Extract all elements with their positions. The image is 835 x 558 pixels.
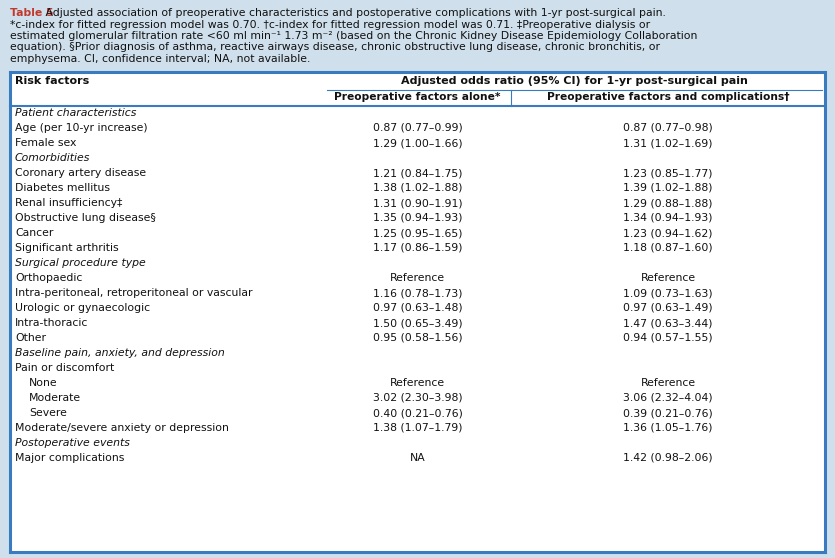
Text: Obstructive lung disease§: Obstructive lung disease§ bbox=[15, 213, 156, 223]
Text: *c-index for fitted regression model was 0.70. †c-index for fitted regression mo: *c-index for fitted regression model was… bbox=[10, 20, 650, 30]
Text: 1.29 (1.00–1.66): 1.29 (1.00–1.66) bbox=[372, 138, 463, 148]
Text: 1.17 (0.86–1.59): 1.17 (0.86–1.59) bbox=[372, 243, 463, 253]
Text: equation). §Prior diagnosis of asthma, reactive airways disease, chronic obstruc: equation). §Prior diagnosis of asthma, r… bbox=[10, 42, 660, 52]
Text: Reference: Reference bbox=[640, 273, 696, 283]
Text: Diabetes mellitus: Diabetes mellitus bbox=[15, 183, 110, 193]
Text: Comorbidities: Comorbidities bbox=[15, 153, 90, 163]
Text: 0.40 (0.21–0.76): 0.40 (0.21–0.76) bbox=[372, 408, 463, 418]
Text: 1.29 (0.88–1.88): 1.29 (0.88–1.88) bbox=[624, 198, 713, 208]
Text: Postoperative events: Postoperative events bbox=[15, 438, 130, 448]
Text: estimated glomerular filtration rate <60 ml min⁻¹ 1.73 m⁻² (based on the Chronic: estimated glomerular filtration rate <60… bbox=[10, 31, 697, 41]
Text: NA: NA bbox=[410, 453, 425, 463]
Text: Preoperative factors alone*: Preoperative factors alone* bbox=[334, 93, 501, 103]
Text: Risk factors: Risk factors bbox=[15, 75, 89, 85]
Text: Severe: Severe bbox=[29, 408, 67, 418]
Text: Adjusted association of preoperative characteristics and postoperative complicat: Adjusted association of preoperative cha… bbox=[42, 8, 665, 18]
Text: Coronary artery disease: Coronary artery disease bbox=[15, 168, 146, 178]
Text: 1.21 (0.84–1.75): 1.21 (0.84–1.75) bbox=[372, 168, 463, 178]
Text: Other: Other bbox=[15, 333, 46, 343]
Text: 1.09 (0.73–1.63): 1.09 (0.73–1.63) bbox=[623, 288, 713, 298]
Text: Female sex: Female sex bbox=[15, 138, 76, 148]
Text: Age (per 10-yr increase): Age (per 10-yr increase) bbox=[15, 123, 148, 133]
Text: 0.97 (0.63–1.48): 0.97 (0.63–1.48) bbox=[372, 303, 463, 313]
Text: 1.39 (1.02–1.88): 1.39 (1.02–1.88) bbox=[624, 183, 713, 193]
Text: 1.42 (0.98–2.06): 1.42 (0.98–2.06) bbox=[623, 453, 713, 463]
Text: Baseline pain, anxiety, and depression: Baseline pain, anxiety, and depression bbox=[15, 348, 225, 358]
Text: 1.23 (0.94–1.62): 1.23 (0.94–1.62) bbox=[624, 228, 713, 238]
Text: 1.36 (1.05–1.76): 1.36 (1.05–1.76) bbox=[624, 423, 713, 433]
Text: Intra-peritoneal, retroperitoneal or vascular: Intra-peritoneal, retroperitoneal or vas… bbox=[15, 288, 252, 298]
Text: 1.38 (1.02–1.88): 1.38 (1.02–1.88) bbox=[372, 183, 463, 193]
Text: Moderate: Moderate bbox=[29, 393, 81, 403]
Text: Reference: Reference bbox=[640, 378, 696, 388]
Text: Renal insufficiency‡: Renal insufficiency‡ bbox=[15, 198, 123, 208]
Text: Preoperative factors and complications†: Preoperative factors and complications† bbox=[547, 93, 789, 103]
Text: 0.95 (0.58–1.56): 0.95 (0.58–1.56) bbox=[372, 333, 463, 343]
Text: Pain or discomfort: Pain or discomfort bbox=[15, 363, 114, 373]
Text: Cancer: Cancer bbox=[15, 228, 53, 238]
Text: 1.31 (0.90–1.91): 1.31 (0.90–1.91) bbox=[372, 198, 463, 208]
Text: Table 5: Table 5 bbox=[10, 8, 53, 18]
Text: Urologic or gynaecologic: Urologic or gynaecologic bbox=[15, 303, 150, 313]
Text: 1.23 (0.85–1.77): 1.23 (0.85–1.77) bbox=[624, 168, 713, 178]
Text: emphysema. CI, confidence interval; NA, not available.: emphysema. CI, confidence interval; NA, … bbox=[10, 54, 311, 64]
Text: Moderate/severe anxiety or depression: Moderate/severe anxiety or depression bbox=[15, 423, 229, 433]
Text: 1.18 (0.87–1.60): 1.18 (0.87–1.60) bbox=[623, 243, 713, 253]
Text: Patient characteristics: Patient characteristics bbox=[15, 108, 136, 118]
Text: 0.39 (0.21–0.76): 0.39 (0.21–0.76) bbox=[623, 408, 713, 418]
Text: Surgical procedure type: Surgical procedure type bbox=[15, 258, 146, 268]
Text: 1.38 (1.07–1.79): 1.38 (1.07–1.79) bbox=[372, 423, 463, 433]
Text: Orthopaedic: Orthopaedic bbox=[15, 273, 83, 283]
Text: Reference: Reference bbox=[390, 378, 445, 388]
Text: 0.94 (0.57–1.55): 0.94 (0.57–1.55) bbox=[623, 333, 713, 343]
Text: 0.97 (0.63–1.49): 0.97 (0.63–1.49) bbox=[623, 303, 713, 313]
Text: 3.02 (2.30–3.98): 3.02 (2.30–3.98) bbox=[372, 393, 463, 403]
Text: 1.47 (0.63–3.44): 1.47 (0.63–3.44) bbox=[624, 318, 713, 328]
Text: 0.87 (0.77–0.99): 0.87 (0.77–0.99) bbox=[372, 123, 463, 133]
Text: 1.16 (0.78–1.73): 1.16 (0.78–1.73) bbox=[372, 288, 463, 298]
Text: Intra-thoracic: Intra-thoracic bbox=[15, 318, 89, 328]
Text: 1.31 (1.02–1.69): 1.31 (1.02–1.69) bbox=[624, 138, 713, 148]
Text: 3.06 (2.32–4.04): 3.06 (2.32–4.04) bbox=[623, 393, 713, 403]
Text: Major complications: Major complications bbox=[15, 453, 124, 463]
Text: 1.34 (0.94–1.93): 1.34 (0.94–1.93) bbox=[624, 213, 713, 223]
Text: Reference: Reference bbox=[390, 273, 445, 283]
Text: None: None bbox=[29, 378, 58, 388]
Bar bbox=[10, 71, 825, 552]
Text: 0.87 (0.77–0.98): 0.87 (0.77–0.98) bbox=[623, 123, 713, 133]
Text: 1.35 (0.94–1.93): 1.35 (0.94–1.93) bbox=[372, 213, 463, 223]
Text: Adjusted odds ratio (95% CI) for 1-yr post-surgical pain: Adjusted odds ratio (95% CI) for 1-yr po… bbox=[401, 75, 748, 85]
Text: Significant arthritis: Significant arthritis bbox=[15, 243, 119, 253]
Text: 1.50 (0.65–3.49): 1.50 (0.65–3.49) bbox=[372, 318, 463, 328]
Text: 1.25 (0.95–1.65): 1.25 (0.95–1.65) bbox=[372, 228, 463, 238]
